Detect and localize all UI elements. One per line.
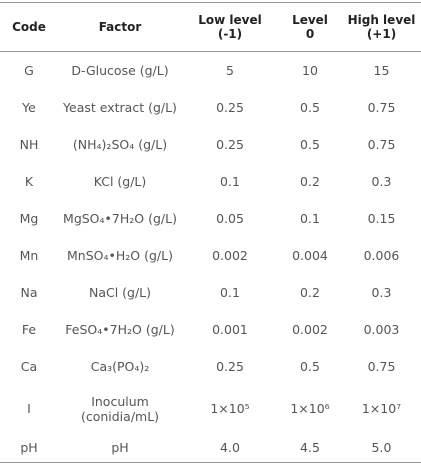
table-cell: Fe (21, 322, 37, 337)
table-cell: 0.75 (367, 137, 396, 152)
table-cell: 0.75 (367, 359, 396, 374)
table-cell: 0.3 (371, 285, 392, 300)
table-row: Mg MgSO₄•7H₂O (g/L) 0.05 0.1 0.15 (0, 200, 421, 237)
table-cell: 0.05 (216, 211, 244, 226)
table-cell: Yeast extract (g/L) (63, 100, 177, 115)
table-cell: 0.3 (371, 174, 392, 189)
header-row: Code Factor Low level (-1) Level 0 High leve… (0, 2, 421, 52)
table-cell: 0.1 (220, 174, 240, 189)
table-cell: Mn (19, 248, 39, 263)
table-cell: 4.5 (278, 432, 342, 463)
table-cell: Ca₃(PO₄)₂ (90, 359, 150, 374)
table-cell: 0.1 (220, 285, 240, 300)
table-cell: 5.0 (342, 432, 421, 463)
table-row: Na NaCl (g/L) 0.1 0.2 0.3 (0, 274, 421, 311)
table-cell: Ye (22, 100, 36, 115)
table-cell: Na (20, 285, 38, 300)
table-cell: Ca (20, 359, 38, 374)
table-cell: NH (19, 137, 39, 152)
table-cell: 15 (373, 63, 390, 78)
table-cell: 0.2 (300, 285, 320, 300)
header-cell: High level (+1) (342, 2, 421, 52)
table-cell: 0.25 (216, 137, 244, 152)
table-cell: 0.15 (367, 211, 396, 226)
table-cell: (NH₄)₂SO₄ (g/L) (72, 137, 168, 152)
table-cell: 0.006 (363, 248, 400, 263)
table-cell: 4.0 (182, 432, 278, 463)
table-cell: FeSO₄•7H₂O (g/L) (65, 322, 175, 337)
table-cell: 1×10⁶ (290, 401, 330, 416)
table-cell: 0.5 (300, 100, 320, 115)
table-cell: 0.2 (300, 174, 320, 189)
table-cell: pH (0, 432, 58, 463)
table-row: G D-Glucose (g/L) 5 10 15 (0, 52, 421, 90)
table-cell: K (24, 174, 34, 189)
table-header: Code Factor Low level (-1) Level 0 High leve… (0, 2, 421, 52)
table-row: Mn MnSO₄•H₂O (g/L) 0.002 0.004 0.006 (0, 237, 421, 274)
table-cell: MgSO₄•7H₂O (g/L) (63, 211, 177, 226)
table-cell: 0.25 (216, 359, 244, 374)
table-body: G D-Glucose (g/L) 5 10 15 Ye Yeast extract (g/… (0, 52, 421, 463)
table-row: pH pH 4.0 4.5 5.0 (0, 432, 421, 463)
table-row: NH (NH₄)₂SO₄ (g/L) 0.25 0.5 0.75 (0, 126, 421, 163)
header-cell: Factor (58, 2, 182, 52)
table-cell: 0.002 (292, 322, 328, 337)
header-cell: Level 0 (278, 2, 342, 52)
table-cell: 0.1 (300, 211, 320, 226)
table-cell: 0.25 (216, 100, 244, 115)
table-cell: 0.002 (212, 248, 248, 263)
table-row: I Inoculum (conidia/mL) 1×10⁵ 1×10⁶ 1×10⁷ (0, 385, 421, 432)
table-cell: 1×10⁷ (361, 401, 402, 416)
table-cell: MnSO₄•H₂O (g/L) (67, 248, 173, 263)
table-row: Ye Yeast extract (g/L) 0.25 0.5 0.75 (0, 89, 421, 126)
header-cell: Low level (-1) (182, 2, 278, 52)
table-cell: I (27, 401, 31, 416)
table-cell: NaCl (g/L) (88, 285, 152, 300)
table-cell: Inoculum (conidia/mL) (80, 393, 160, 424)
table-cell: G (24, 63, 34, 78)
table-row: Fe FeSO₄•7H₂O (g/L) 0.001 0.002 0.003 (0, 311, 421, 348)
table-cell: 0.004 (292, 248, 328, 263)
table-cell: 5 (226, 63, 234, 78)
table-row: K KCl (g/L) 0.1 0.2 0.3 (0, 163, 421, 200)
table-cell: 0.5 (300, 137, 320, 152)
table-cell: 1×10⁵ (210, 401, 250, 416)
table-cell: pH (58, 432, 182, 463)
table-cell: D-Glucose (g/L) (71, 63, 169, 78)
table-cell: 10 (302, 63, 318, 78)
table-cell: 0.001 (212, 322, 248, 337)
header-cell: Code (0, 2, 58, 52)
table-cell: 0.003 (363, 322, 400, 337)
table-cell: 0.5 (300, 359, 320, 374)
table-cell: Mg (19, 211, 39, 226)
table-row: Ca Ca₃(PO₄)₂ 0.25 0.5 0.75 (0, 348, 421, 385)
table-cell: KCl (g/L) (93, 174, 147, 189)
table-cell: 0.75 (367, 100, 396, 115)
